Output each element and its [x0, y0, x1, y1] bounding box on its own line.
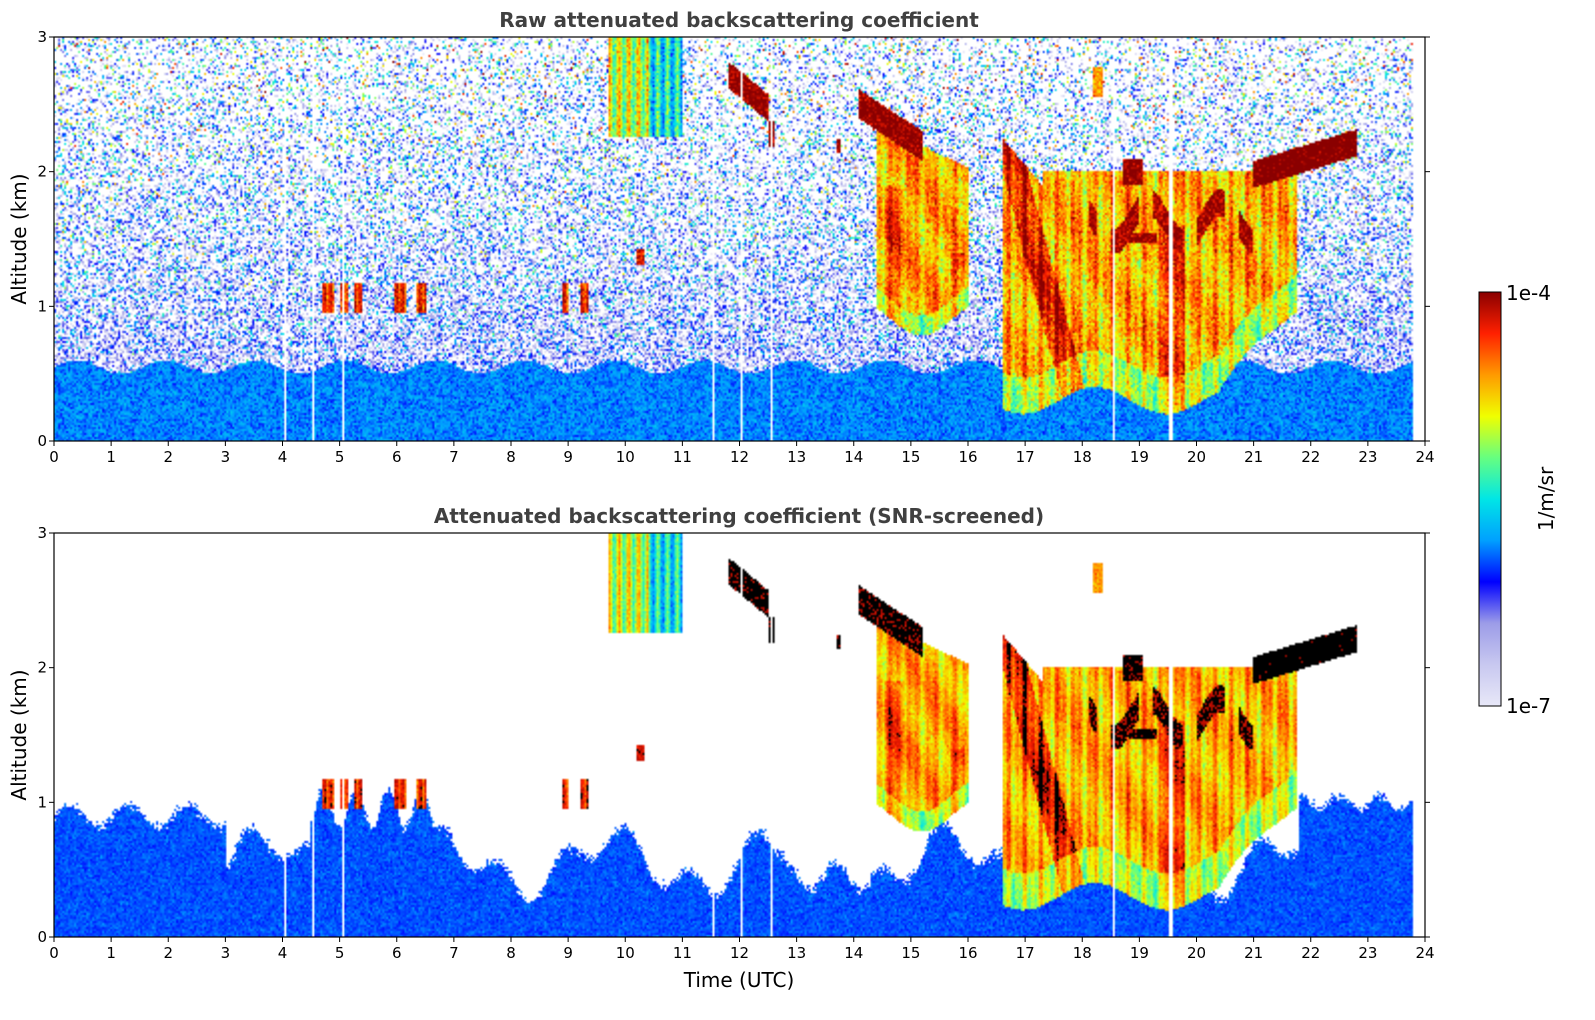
x-tick-label: 14 — [844, 448, 863, 466]
x-tick-label: 16 — [958, 448, 977, 466]
x-tick-label: 22 — [1301, 448, 1320, 466]
x-tick-label: 23 — [1358, 448, 1377, 466]
x-tick-label: 11 — [673, 944, 692, 962]
axis-ticks: 0 1 2 3 4 5 6 7 8 9 10 11 12 13 14 15 16 17 18 19 20 21 22 23 24… — [37, 524, 1434, 962]
y-tick-label: 1 — [37, 793, 47, 811]
x-tick-label: 2 — [163, 448, 173, 466]
x-tick-label: 24 — [1415, 448, 1434, 466]
colorbar-unit-label: 1/m/sr — [1534, 466, 1558, 531]
x-tick-label: 22 — [1301, 944, 1320, 962]
x-tick-label: 1 — [106, 448, 116, 466]
x-tick-label: 21 — [1244, 448, 1263, 466]
x-tick-label: 17 — [1016, 944, 1035, 962]
x-tick-label: 8 — [506, 448, 516, 466]
x-tick-label: 7 — [449, 448, 459, 466]
x-tick-label: 6 — [392, 448, 402, 466]
heatmap-raw — [54, 37, 1425, 441]
y-tick-label: 3 — [37, 524, 47, 542]
x-tick-label: 17 — [1016, 448, 1035, 466]
colorbar-frame — [1478, 291, 1502, 707]
x-tick-label: 23 — [1358, 944, 1377, 962]
colorbar-min-label: 1e-7 — [1506, 694, 1551, 718]
x-tick-label: 4 — [278, 944, 288, 962]
x-tick-label: 18 — [1073, 944, 1092, 962]
colorbar: 1e-4 1e-7 1/m/sr — [1478, 281, 1558, 718]
x-tick-label: 8 — [506, 944, 516, 962]
y-tick-label: 0 — [37, 928, 47, 946]
x-tick-label: 12 — [730, 944, 749, 962]
x-tick-label: 11 — [673, 448, 692, 466]
x-tick-label: 10 — [616, 944, 635, 962]
x-tick-label: 24 — [1415, 944, 1434, 962]
x-axis-label: Time (UTC) — [683, 968, 795, 992]
x-tick-label: 3 — [221, 448, 231, 466]
x-tick-label: 20 — [1187, 448, 1206, 466]
x-tick-label: 19 — [1130, 448, 1149, 466]
x-tick-label: 1 — [106, 944, 116, 962]
x-tick-label: 19 — [1130, 944, 1149, 962]
heatmap-screened — [54, 533, 1425, 937]
axis-ticks: 0 1 2 3 4 5 6 7 8 9 10 11 12 13 14 15 16 17 18 19 20 21 22 23 24… — [37, 28, 1434, 466]
x-tick-label: 15 — [901, 944, 920, 962]
x-tick-label: 6 — [392, 944, 402, 962]
panel-title: Raw attenuated backscattering coefficien… — [499, 8, 979, 32]
x-tick-label: 9 — [563, 944, 573, 962]
y-tick-label: 1 — [37, 297, 47, 315]
y-tick-label: 2 — [37, 659, 47, 677]
x-tick-label: 20 — [1187, 944, 1206, 962]
x-tick-label: 13 — [787, 944, 806, 962]
x-tick-label: 4 — [278, 448, 288, 466]
x-tick-label: 7 — [449, 944, 459, 962]
panel-title: Attenuated backscattering coefficient (S… — [434, 504, 1044, 528]
y-axis-label: Altitude (km) — [7, 669, 31, 800]
x-tick-label: 12 — [730, 448, 749, 466]
x-tick-label: 5 — [335, 448, 345, 466]
y-tick-label: 2 — [37, 163, 47, 181]
x-tick-label: 3 — [221, 944, 231, 962]
x-tick-label: 14 — [844, 944, 863, 962]
y-axis-label: Altitude (km) — [7, 173, 31, 304]
x-tick-label: 9 — [563, 448, 573, 466]
x-tick-label: 15 — [901, 448, 920, 466]
x-tick-label: 2 — [163, 944, 173, 962]
x-tick-label: 18 — [1073, 448, 1092, 466]
x-tick-label: 10 — [616, 448, 635, 466]
x-tick-label: 0 — [49, 448, 59, 466]
x-tick-label: 13 — [787, 448, 806, 466]
colorbar-max-label: 1e-4 — [1506, 281, 1551, 305]
panel-screened: Attenuated backscattering coefficient (S… — [7, 504, 1435, 992]
x-tick-label: 16 — [958, 944, 977, 962]
y-tick-label: 3 — [37, 28, 47, 46]
y-tick-label: 0 — [37, 432, 47, 450]
x-tick-label: 0 — [49, 944, 59, 962]
x-tick-label: 21 — [1244, 944, 1263, 962]
panel-raw: Raw attenuated backscattering coefficien… — [7, 8, 1435, 466]
x-tick-label: 5 — [335, 944, 345, 962]
colorbar-gradient — [1479, 292, 1501, 706]
